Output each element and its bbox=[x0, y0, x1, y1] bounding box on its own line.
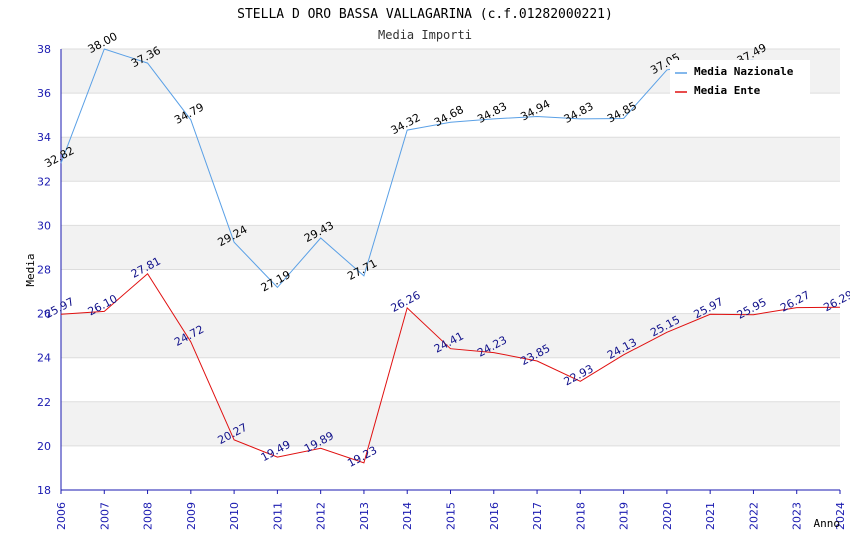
y-tick-label: 38 bbox=[37, 43, 51, 56]
plot-band bbox=[61, 313, 840, 358]
chart-title: STELLA D ORO BASSA VALLAGARINA (c.f.0128… bbox=[237, 7, 613, 22]
plot-background-bands bbox=[61, 49, 840, 490]
y-tick-label: 34 bbox=[37, 131, 51, 144]
chart-subtitle: Media Importi bbox=[378, 28, 472, 42]
x-tick-label: 2016 bbox=[488, 502, 501, 530]
plot-band bbox=[61, 181, 840, 226]
x-tick-label: 2013 bbox=[358, 502, 371, 530]
x-tick-label: 2009 bbox=[185, 502, 198, 530]
x-tick-labels: 2006 2007 2008 2009 2010 2011 2012 2013 2014 2015… bbox=[55, 502, 847, 530]
x-tick-label: 2015 bbox=[445, 502, 458, 530]
plot-band bbox=[61, 445, 840, 490]
y-tick-label: 26 bbox=[37, 308, 51, 321]
plot-band bbox=[61, 225, 840, 270]
y-tick-labels: 18 20 22 24 26 28 30 32 34 36 38 bbox=[37, 43, 51, 497]
y-tick-label: 24 bbox=[37, 352, 51, 365]
axes bbox=[60, 49, 841, 494]
plot-band bbox=[61, 93, 840, 138]
x-tick-label: 2021 bbox=[704, 502, 717, 530]
y-axis-label: Media bbox=[24, 253, 37, 286]
x-tick-label: 2019 bbox=[618, 502, 631, 530]
legend-label-media-nazionale: Media Nazionale bbox=[694, 65, 794, 78]
x-tick-label: 2023 bbox=[791, 502, 804, 530]
y-tick-label: 28 bbox=[37, 264, 51, 277]
x-tick-label: 2024 bbox=[834, 502, 847, 530]
y-tick-label: 20 bbox=[37, 440, 51, 453]
y-tick-label: 30 bbox=[37, 219, 51, 232]
plot-band bbox=[61, 401, 840, 446]
plot-band bbox=[61, 269, 840, 314]
x-axis-label: Anno bbox=[814, 517, 841, 530]
plot-band bbox=[61, 357, 840, 402]
x-tick-label: 2017 bbox=[531, 502, 544, 530]
series-lines bbox=[60, 48, 841, 464]
x-tick-label: 2020 bbox=[661, 502, 674, 530]
y-tick-label: 32 bbox=[37, 175, 51, 188]
x-tick-label: 2012 bbox=[315, 502, 328, 530]
legend: Media Nazionale Media Ente bbox=[670, 60, 810, 97]
x-tick-label: 2006 bbox=[55, 502, 68, 530]
x-tick-label: 2007 bbox=[98, 502, 111, 530]
series-line-media-nazionale bbox=[60, 48, 754, 289]
x-tick-label: 2010 bbox=[228, 502, 241, 530]
x-tick-label: 2008 bbox=[142, 502, 155, 530]
x-tick-label: 2014 bbox=[401, 502, 414, 530]
x-tick-label: 2018 bbox=[574, 502, 587, 530]
y-tick-label: 18 bbox=[37, 484, 51, 497]
x-tick-label: 2022 bbox=[747, 502, 760, 530]
legend-box bbox=[670, 60, 810, 96]
legend-label-media-ente: Media Ente bbox=[694, 84, 761, 97]
plot-band bbox=[61, 137, 840, 182]
y-tick-label: 22 bbox=[37, 396, 51, 409]
y-tick-label: 36 bbox=[37, 87, 51, 100]
x-tick-label: 2011 bbox=[271, 502, 284, 530]
series-line-media-ente bbox=[60, 272, 841, 464]
